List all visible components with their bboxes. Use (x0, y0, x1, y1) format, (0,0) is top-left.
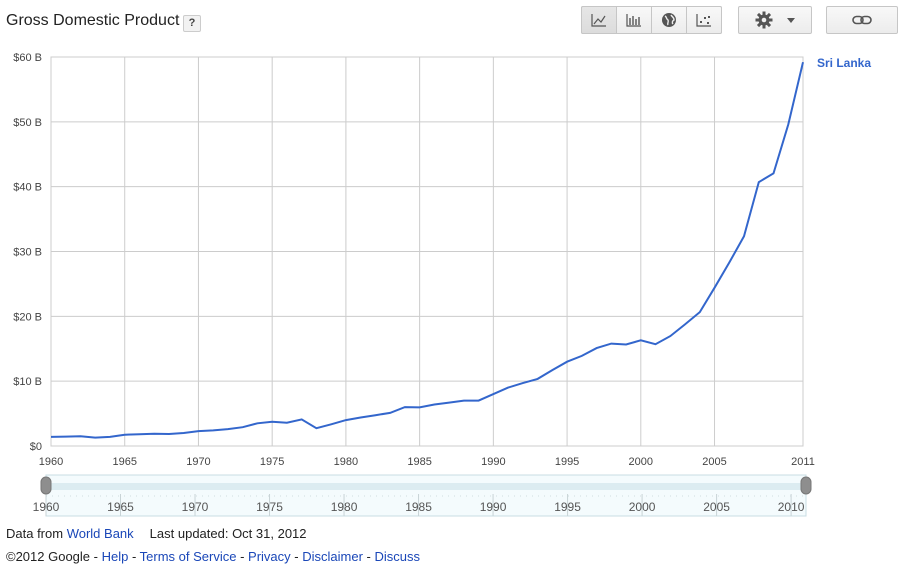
legend-sri-lanka[interactable]: Sri Lanka (817, 56, 871, 70)
slider-tick-label: 1995 (554, 500, 581, 514)
slider-handle-start[interactable] (40, 476, 52, 495)
x-tick-label: 1985 (407, 456, 431, 468)
y-tick-label: $10 B (13, 376, 42, 388)
x-tick-label: 1965 (112, 456, 136, 468)
scatter-button[interactable] (686, 6, 722, 34)
x-tick-label: 1975 (260, 456, 284, 468)
separator: - (90, 549, 102, 564)
x-tick-label: 1995 (555, 456, 579, 468)
settings-button[interactable] (738, 6, 812, 34)
map-button[interactable] (651, 6, 687, 34)
slider-tick-label: 2010 (778, 500, 805, 514)
dropdown-arrow-icon (787, 17, 795, 23)
slider-tick-label: 1965 (107, 500, 134, 514)
slider-tick-label: 1985 (405, 500, 432, 514)
separator: - (362, 549, 375, 564)
discuss-link[interactable]: Discuss (374, 549, 420, 564)
help-button[interactable]: ? (183, 15, 201, 32)
x-tick-label: 2000 (629, 456, 653, 468)
separator: - (128, 549, 140, 564)
privacy-link[interactable]: Privacy (248, 549, 291, 564)
gear-icon (755, 11, 773, 29)
x-axis-ticks: 1960 1965 1970 1975 1980 1985 1990 1995 2000 2005… (39, 456, 815, 468)
footer-source: Data from World Bank Last updated: Oct 31… (6, 526, 307, 541)
gdp-line-chart: $0$10 B$20 B$30 B$40 B$50 B$60 B 1960 196… (13, 52, 871, 517)
series-line-sri-lanka[interactable] (50, 61, 804, 439)
slider-tick-label: 1990 (480, 500, 507, 514)
y-tick-label: $20 B (13, 311, 42, 323)
x-tick-label: 1970 (186, 456, 210, 468)
y-tick-label: $0 (30, 441, 42, 453)
x-tick-label: 1990 (481, 456, 505, 468)
link-button[interactable] (826, 6, 898, 34)
slider-tick-label: 2005 (703, 500, 730, 514)
y-tick-label: $40 B (13, 182, 42, 194)
slider-band (46, 483, 806, 490)
x-tick-label: 2005 (702, 456, 726, 468)
x-tick-label: 1980 (334, 456, 358, 468)
line-chart-icon (591, 14, 606, 27)
bar-chart-icon (626, 14, 641, 27)
data-from-label: Data from (6, 526, 64, 541)
slider-handle-end[interactable] (800, 476, 812, 495)
terms-link[interactable]: Terms of Service (139, 549, 237, 564)
slider-tick-label: 1970 (182, 500, 209, 514)
footer-links: ©2012 Google - Help - Terms of Service -… (6, 549, 420, 564)
x-tick-label: 1960 (39, 456, 63, 468)
slider-tick-label: 1960 (33, 500, 60, 514)
slider-tick-label: 1980 (331, 500, 358, 514)
y-axis-ticks: $0 $10 B $20 B $30 B $40 B $50 B $60 B (13, 52, 42, 453)
y-tick-label: $50 B (13, 117, 42, 129)
last-updated: Last updated: Oct 31, 2012 (149, 526, 307, 541)
slider-tick-label: 1975 (256, 500, 283, 514)
scatter-icon (696, 14, 711, 27)
y-tick-label: $60 B (13, 52, 42, 64)
disclaimer-link[interactable]: Disclaimer (302, 549, 363, 564)
bar-chart-button[interactable] (616, 6, 652, 34)
copyright: ©2012 Google (6, 549, 91, 564)
globe-map-icon (662, 13, 676, 27)
y-tick-label: $30 B (13, 247, 42, 259)
x-tick-label: 2011 (791, 456, 815, 468)
world-bank-link[interactable]: World Bank (66, 526, 134, 541)
help-link[interactable]: Help (101, 549, 129, 564)
link-icon (852, 15, 872, 25)
separator: - (236, 549, 249, 564)
line-chart-button[interactable] (581, 6, 617, 34)
page-title: Gross Domestic Product (6, 12, 180, 29)
range-slider[interactable]: 1960 1965 1970 1975 1980 1985 1990 1995 2000 2005… (33, 474, 812, 517)
slider-tick-label: 2000 (629, 500, 656, 514)
separator: - (290, 549, 303, 564)
chart-grid (50, 56, 804, 447)
